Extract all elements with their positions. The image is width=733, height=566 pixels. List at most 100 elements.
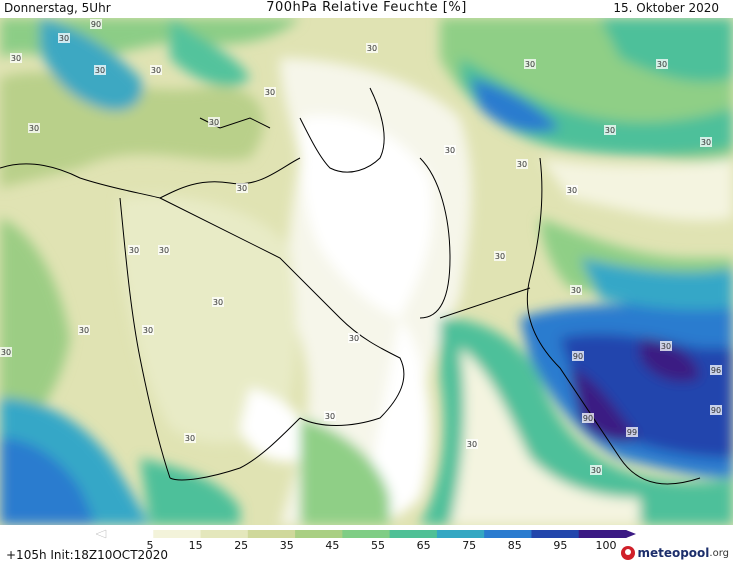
colorbar-segment — [389, 530, 438, 538]
svg-text:30: 30 — [591, 466, 601, 475]
contour-label: 90 — [710, 405, 722, 415]
svg-text:30: 30 — [79, 326, 89, 335]
svg-text:30: 30 — [657, 60, 667, 69]
logo-domain: .org — [709, 547, 729, 559]
svg-text:30: 30 — [349, 334, 359, 343]
humidity-field — [0, 18, 733, 525]
svg-text:30: 30 — [445, 146, 455, 155]
svg-text:90: 90 — [573, 352, 583, 361]
colorbar-segment — [342, 530, 391, 538]
colorbar-tick-label: 25 — [234, 539, 249, 552]
svg-text:90: 90 — [711, 406, 721, 415]
svg-text:30: 30 — [701, 138, 711, 147]
svg-text:30: 30 — [467, 440, 477, 449]
colorbar-tick-label: 35 — [279, 539, 294, 552]
contour-label: 30 — [264, 87, 276, 97]
svg-text:96: 96 — [711, 366, 721, 375]
svg-text:30: 30 — [213, 298, 223, 307]
contour-label: 30 — [516, 159, 528, 169]
contour-label: 30 — [466, 439, 478, 449]
svg-text:30: 30 — [59, 34, 69, 43]
contour-label: 30 — [78, 325, 90, 335]
contour-label: 90 — [572, 351, 584, 361]
colorbar-segment — [153, 530, 202, 538]
contour-label: 90 — [582, 413, 594, 423]
svg-text:30: 30 — [159, 246, 169, 255]
svg-text:30: 30 — [605, 126, 615, 135]
contour-label: 90 — [90, 19, 102, 29]
svg-text:30: 30 — [11, 54, 21, 63]
country-borders — [0, 87, 701, 485]
forecast-date: 15. Oktober 2020 — [613, 1, 719, 15]
svg-text:30: 30 — [525, 60, 535, 69]
contour-label: 30 — [524, 59, 536, 69]
svg-text:30: 30 — [517, 160, 527, 169]
logo-name: meteopool — [637, 546, 710, 560]
colorbar-segment — [106, 530, 154, 538]
svg-text:30: 30 — [495, 252, 505, 261]
contour-label: 30 — [10, 53, 22, 63]
contour-label: 30 — [212, 297, 224, 307]
colorbar-min-arrow — [96, 529, 107, 539]
svg-text:30: 30 — [237, 184, 247, 193]
svg-text:30: 30 — [209, 118, 219, 127]
contour-label: 30 — [236, 183, 248, 193]
svg-text:30: 30 — [265, 88, 275, 97]
svg-text:30: 30 — [129, 246, 139, 255]
svg-text:30: 30 — [567, 186, 577, 195]
colorbar-segment — [436, 530, 485, 538]
colorbar-segment — [247, 530, 296, 538]
colorbar-tick-label: 85 — [507, 539, 522, 552]
colorbar-segment — [484, 530, 532, 538]
colorbar-tick-label: 65 — [416, 539, 431, 552]
contour-label: 30 — [208, 117, 220, 127]
svg-text:30: 30 — [661, 342, 671, 351]
svg-text:30: 30 — [151, 66, 161, 75]
colorbar-tick-label: 95 — [553, 539, 568, 552]
contour-label: 30 — [566, 185, 578, 195]
contour-label: 99 — [626, 427, 638, 437]
contour-label: 30 — [570, 285, 582, 295]
contour-label: 30 — [656, 59, 668, 69]
model-run-info: +105h Init:18Z10OCT2020 — [6, 548, 169, 562]
colorbar-tick-label: 75 — [462, 539, 477, 552]
colorbar-tick-label: 15 — [188, 539, 203, 552]
meteopool-logo[interactable]: meteopool .org — [621, 546, 729, 560]
svg-text:30: 30 — [143, 326, 153, 335]
svg-text:90: 90 — [91, 20, 101, 29]
colorbar-segment — [578, 530, 627, 538]
contour-label: 30 — [128, 245, 140, 255]
colorbar-tick-label: 45 — [325, 539, 340, 552]
svg-text:99: 99 — [627, 428, 637, 437]
colorbar-tick-label: 100 — [595, 539, 617, 552]
contour-label: 30 — [660, 341, 672, 351]
svg-text:30: 30 — [571, 286, 581, 295]
contour-label: 30 — [150, 65, 162, 75]
svg-text:30: 30 — [185, 434, 195, 443]
svg-text:30: 30 — [1, 348, 11, 357]
colorbar-tick-label: 5 — [146, 539, 154, 552]
contour-label: 30 — [494, 251, 506, 261]
svg-text:30: 30 — [95, 66, 105, 75]
contour-label: 30 — [142, 325, 154, 335]
forecast-time: Donnerstag, 5Uhr — [4, 1, 111, 15]
contour-label: 30 — [444, 145, 456, 155]
contour-label: 30 — [28, 123, 40, 133]
contour-label: 96 — [710, 365, 722, 375]
header: Donnerstag, 5Uhr 700hPa Relative Feuchte… — [0, 0, 733, 18]
contour-labels: 90 30 30 30 30 30 30 30 30 30 30 30 30 30 30 30 30 30 30 30… — [0, 19, 722, 475]
colorbar-tick-label: 55 — [371, 539, 385, 552]
contour-label: 30 — [366, 43, 378, 53]
contour-label: 30 — [158, 245, 170, 255]
meteopool-logo-icon — [621, 546, 636, 560]
colorbar-segment — [295, 530, 343, 538]
svg-text:30: 30 — [367, 44, 377, 53]
colorbar-segment — [531, 530, 580, 538]
colorbar — [96, 529, 636, 539]
map-title: 700hPa Relative Feuchte [%] — [266, 0, 467, 15]
svg-text:30: 30 — [29, 124, 39, 133]
colorbar-labels: 5 15 25 35 45 55 65 75 85 95 100 — [0, 539, 733, 553]
contour-label: 30 — [0, 347, 12, 357]
contour-label: 30 — [324, 411, 336, 421]
svg-text:30: 30 — [325, 412, 335, 421]
